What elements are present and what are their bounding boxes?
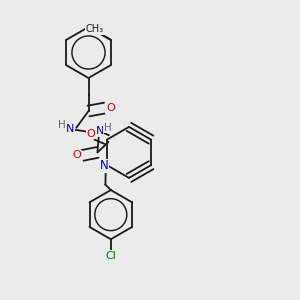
Text: N: N — [95, 126, 104, 136]
Text: CH₃: CH₃ — [86, 24, 104, 34]
Text: O: O — [87, 129, 95, 139]
Text: O: O — [106, 103, 115, 113]
Text: H: H — [103, 122, 111, 133]
Text: N: N — [100, 159, 109, 172]
Text: H: H — [58, 120, 66, 130]
Text: N: N — [66, 124, 74, 134]
Text: O: O — [73, 150, 82, 161]
Text: Cl: Cl — [105, 251, 116, 261]
